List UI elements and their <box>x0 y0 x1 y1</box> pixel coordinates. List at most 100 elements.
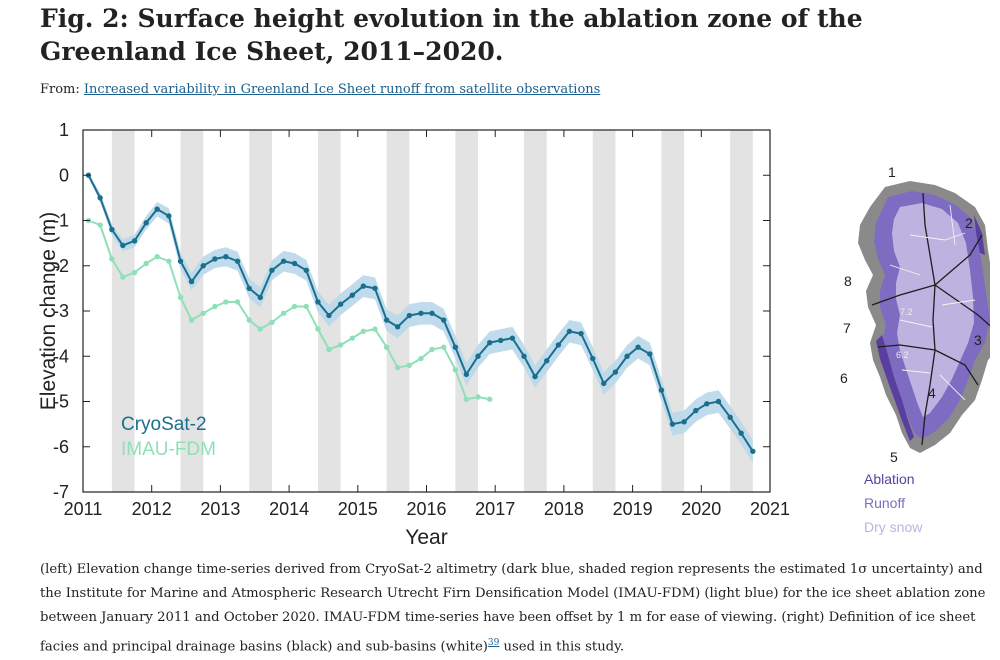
imau-fdm-point <box>429 346 435 353</box>
y-tick-label: -2 <box>53 256 69 276</box>
legend-ablation: Ablation <box>864 471 915 487</box>
shaded-period-7 <box>592 130 616 492</box>
shaded-period-8 <box>661 130 685 492</box>
cryosat-2-point <box>566 328 573 335</box>
principal-basin-boundaries <box>871 192 990 446</box>
imau-fdm-point <box>166 258 172 264</box>
imau-fdm-point <box>212 303 218 310</box>
cryosat-2-point <box>269 267 275 273</box>
imau-fdm-point <box>406 362 413 368</box>
cryosat-2-point <box>418 310 424 316</box>
imau-fdm-point <box>177 294 184 301</box>
x-tick-label: 2016 <box>406 499 446 519</box>
y-tick-label: -1 <box>53 211 69 231</box>
source-line: From: Increased variability in Greenland… <box>40 82 600 97</box>
cryosat-2-point <box>212 256 218 262</box>
imau-fdm-point <box>418 355 424 362</box>
cryosat-2-point <box>681 419 687 425</box>
cryosat-2-point <box>337 301 344 307</box>
cryosat-2-point <box>578 330 584 337</box>
cryosat-2-point <box>624 353 630 359</box>
imau-fdm-point <box>154 254 160 260</box>
cryosat-2-point <box>475 353 481 359</box>
sub-basin-label-6-2: 6.2 <box>896 350 909 360</box>
from-label: From: <box>40 82 80 97</box>
shaded-period-4 <box>386 130 410 492</box>
cryosat-2-point <box>532 373 538 380</box>
x-tick-label: 2021 <box>750 499 790 519</box>
cryosat-2-point <box>234 258 241 264</box>
legend-entry-imau-fdm: IMAU-FDM <box>121 439 216 460</box>
legend-entry-cryosat-2: CryoSat-2 <box>121 414 207 435</box>
cryosat-2-point <box>612 369 619 375</box>
x-tick-label: 2018 <box>544 499 584 519</box>
imau-fdm-point <box>463 396 470 402</box>
legend-dry-snow: Dry snow <box>864 519 923 535</box>
sub-basin-label-7-2: 7.2 <box>900 307 913 317</box>
imau-fdm-point <box>143 260 149 267</box>
cryosat-2-point <box>497 337 504 344</box>
y-tick-label: -3 <box>53 301 69 321</box>
basin-label-1: 1 <box>888 164 896 180</box>
shaded-period-0 <box>111 130 135 492</box>
cryosat-2-point <box>658 387 665 393</box>
imau-fdm-point <box>452 367 459 373</box>
imau-fdm-point <box>246 317 252 323</box>
y-tick-label: 0 <box>59 165 69 185</box>
ablation-zone <box>876 335 914 441</box>
cryosat-2-point <box>635 344 641 350</box>
cryosat-2-point <box>177 258 184 264</box>
figure-caption: (left) Elevation change time-series deri… <box>40 558 990 659</box>
cryosat-2-point <box>429 310 435 316</box>
x-tick-label: 2020 <box>681 499 721 519</box>
imau-fdm-point <box>131 269 138 276</box>
basin-label-8: 8 <box>844 273 852 289</box>
x-tick-label: 2015 <box>338 499 378 519</box>
cryosat-2-point <box>521 353 527 359</box>
y-axis-label: Elevation change (m) <box>37 212 60 410</box>
basin-number-labels: 1 2 3 4 5 6 7 8 <box>840 164 982 465</box>
shaded-period-9 <box>730 130 753 492</box>
imau-fdm-point <box>372 326 378 332</box>
y-tick-label: -5 <box>53 392 69 412</box>
cryosat-2-point <box>349 292 356 298</box>
shaded-period-2 <box>249 130 272 492</box>
legend-runoff: Runoff <box>864 495 905 511</box>
imau-fdm-point <box>475 394 481 400</box>
cryosat-2-point <box>280 258 287 264</box>
cryosat-2-point <box>727 414 733 421</box>
x-tick-label: 2011 <box>64 499 103 519</box>
cryosat-2-point <box>738 430 744 436</box>
reference-link[interactable]: 39 <box>487 638 500 648</box>
caption-end: used in this study. <box>499 639 625 655</box>
cryosat-2-point <box>315 299 321 305</box>
shaded-period-6 <box>524 130 547 492</box>
imau-fdm-point <box>97 222 103 228</box>
cryosat-2-point <box>360 283 366 289</box>
basin-label-3: 3 <box>974 332 982 348</box>
y-tick-label: -6 <box>53 437 69 457</box>
x-tick-label: 2019 <box>613 499 653 519</box>
imau-fdm-point <box>200 310 206 316</box>
cryosat-2-point <box>704 401 710 407</box>
imau-fdm-point <box>487 396 493 402</box>
cryosat-2-point <box>188 278 195 285</box>
source-article-link[interactable]: Increased variability in Greenland Ice S… <box>83 82 601 97</box>
sub-basin-boundaries <box>889 204 976 401</box>
cryosat-2-point <box>326 312 332 319</box>
cryosat-2-point <box>440 317 447 323</box>
basin-label-6: 6 <box>840 370 848 386</box>
basin-label-4: 4 <box>928 385 936 401</box>
cryosat-2-point <box>109 226 115 233</box>
cryosat-2-point <box>555 342 562 348</box>
x-axis-label: Year <box>405 526 447 549</box>
caption-text: (left) Elevation change time-series deri… <box>40 562 986 655</box>
basin-label-5: 5 <box>890 449 898 465</box>
figure-title: Fig. 2: Surface height evolution in the … <box>40 4 863 66</box>
cryosat-uncertainty-band <box>88 172 753 463</box>
cryosat-2-point <box>372 285 378 292</box>
cryosat-2-point <box>715 398 722 405</box>
y-tick-label: -4 <box>53 346 69 366</box>
